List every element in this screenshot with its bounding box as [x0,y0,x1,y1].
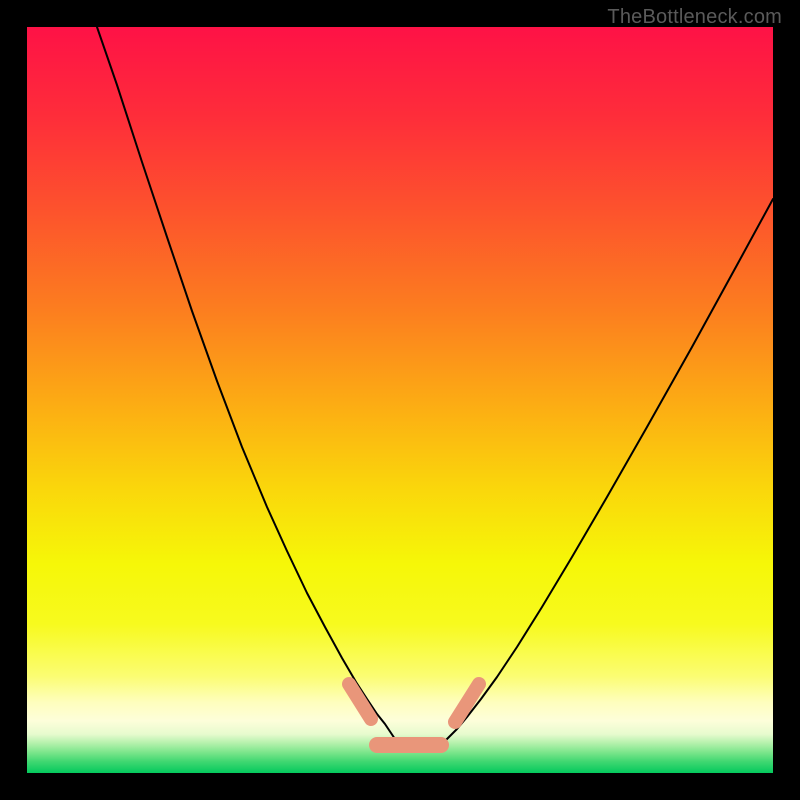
watermark-text: TheBottleneck.com [607,6,782,29]
plot-svg [27,27,773,773]
plot-area [27,27,773,773]
chart-container: TheBottleneck.com [0,0,800,800]
